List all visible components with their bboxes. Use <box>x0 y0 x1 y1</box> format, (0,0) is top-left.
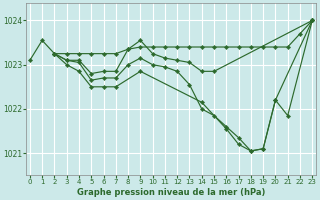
X-axis label: Graphe pression niveau de la mer (hPa): Graphe pression niveau de la mer (hPa) <box>77 188 265 197</box>
